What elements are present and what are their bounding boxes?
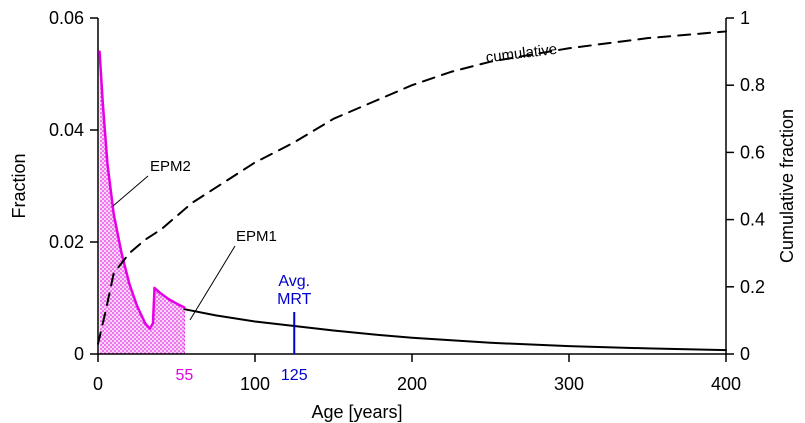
marker-layer: 55 125 Avg.MRT [175, 273, 311, 384]
annotation-epm2: EPM2 [150, 158, 191, 175]
annotation-epm1: EPM1 [236, 228, 277, 245]
mrt-caption-line: Avg. [278, 273, 310, 290]
series-line-cumulative [97, 30, 727, 345]
y2-tick-label: 0.4 [740, 210, 765, 230]
y2-tick-label: 0 [740, 344, 750, 364]
marker-label-125: 125 [281, 367, 308, 384]
y-tick-label: 0.04 [49, 120, 84, 140]
tick-layer: 0 100 200 300 400 0 0.02 0.04 0.06 0 0.2 0.4 0.6 0.8 1 [49, 8, 765, 394]
y-tick-label: 0.02 [49, 232, 84, 252]
shaded-area-layer [99, 51, 185, 354]
y2-tick-label: 1 [740, 8, 750, 28]
x-tick-label: 0 [93, 374, 103, 394]
shaded-area-epm2 [99, 51, 185, 354]
y2-tick-label: 0.6 [740, 142, 765, 162]
mrt-caption-line: MRT [277, 291, 312, 308]
y-tick-label: 0 [74, 344, 84, 364]
label-epm1: EPM1 [189, 228, 277, 321]
marker-label-55: 55 [175, 367, 193, 384]
leader-epm1 [189, 245, 236, 321]
y2-tick-label: 0.8 [740, 75, 765, 95]
y-axis-title: Fraction [9, 153, 29, 218]
annotation-cumulative: cumulative [485, 41, 558, 67]
series-line-epm2 [98, 50, 186, 331]
x-tick-label: 400 [711, 374, 741, 394]
x-tick-label: 100 [240, 374, 270, 394]
x-axis-title: Age [years] [311, 402, 402, 422]
series-layer [97, 30, 727, 352]
leader-epm2 [112, 175, 149, 207]
y2-tick-label: 0.2 [740, 277, 765, 297]
axes [97, 18, 727, 355]
x-tick-label: 300 [554, 374, 584, 394]
label-epm2: EPM2 [112, 158, 191, 207]
y-tick-label: 0.06 [49, 8, 84, 28]
series-line-epm1 [183, 308, 727, 352]
x-tick-label: 200 [397, 374, 427, 394]
y2-axis-title: Cumulative fraction [777, 109, 797, 263]
